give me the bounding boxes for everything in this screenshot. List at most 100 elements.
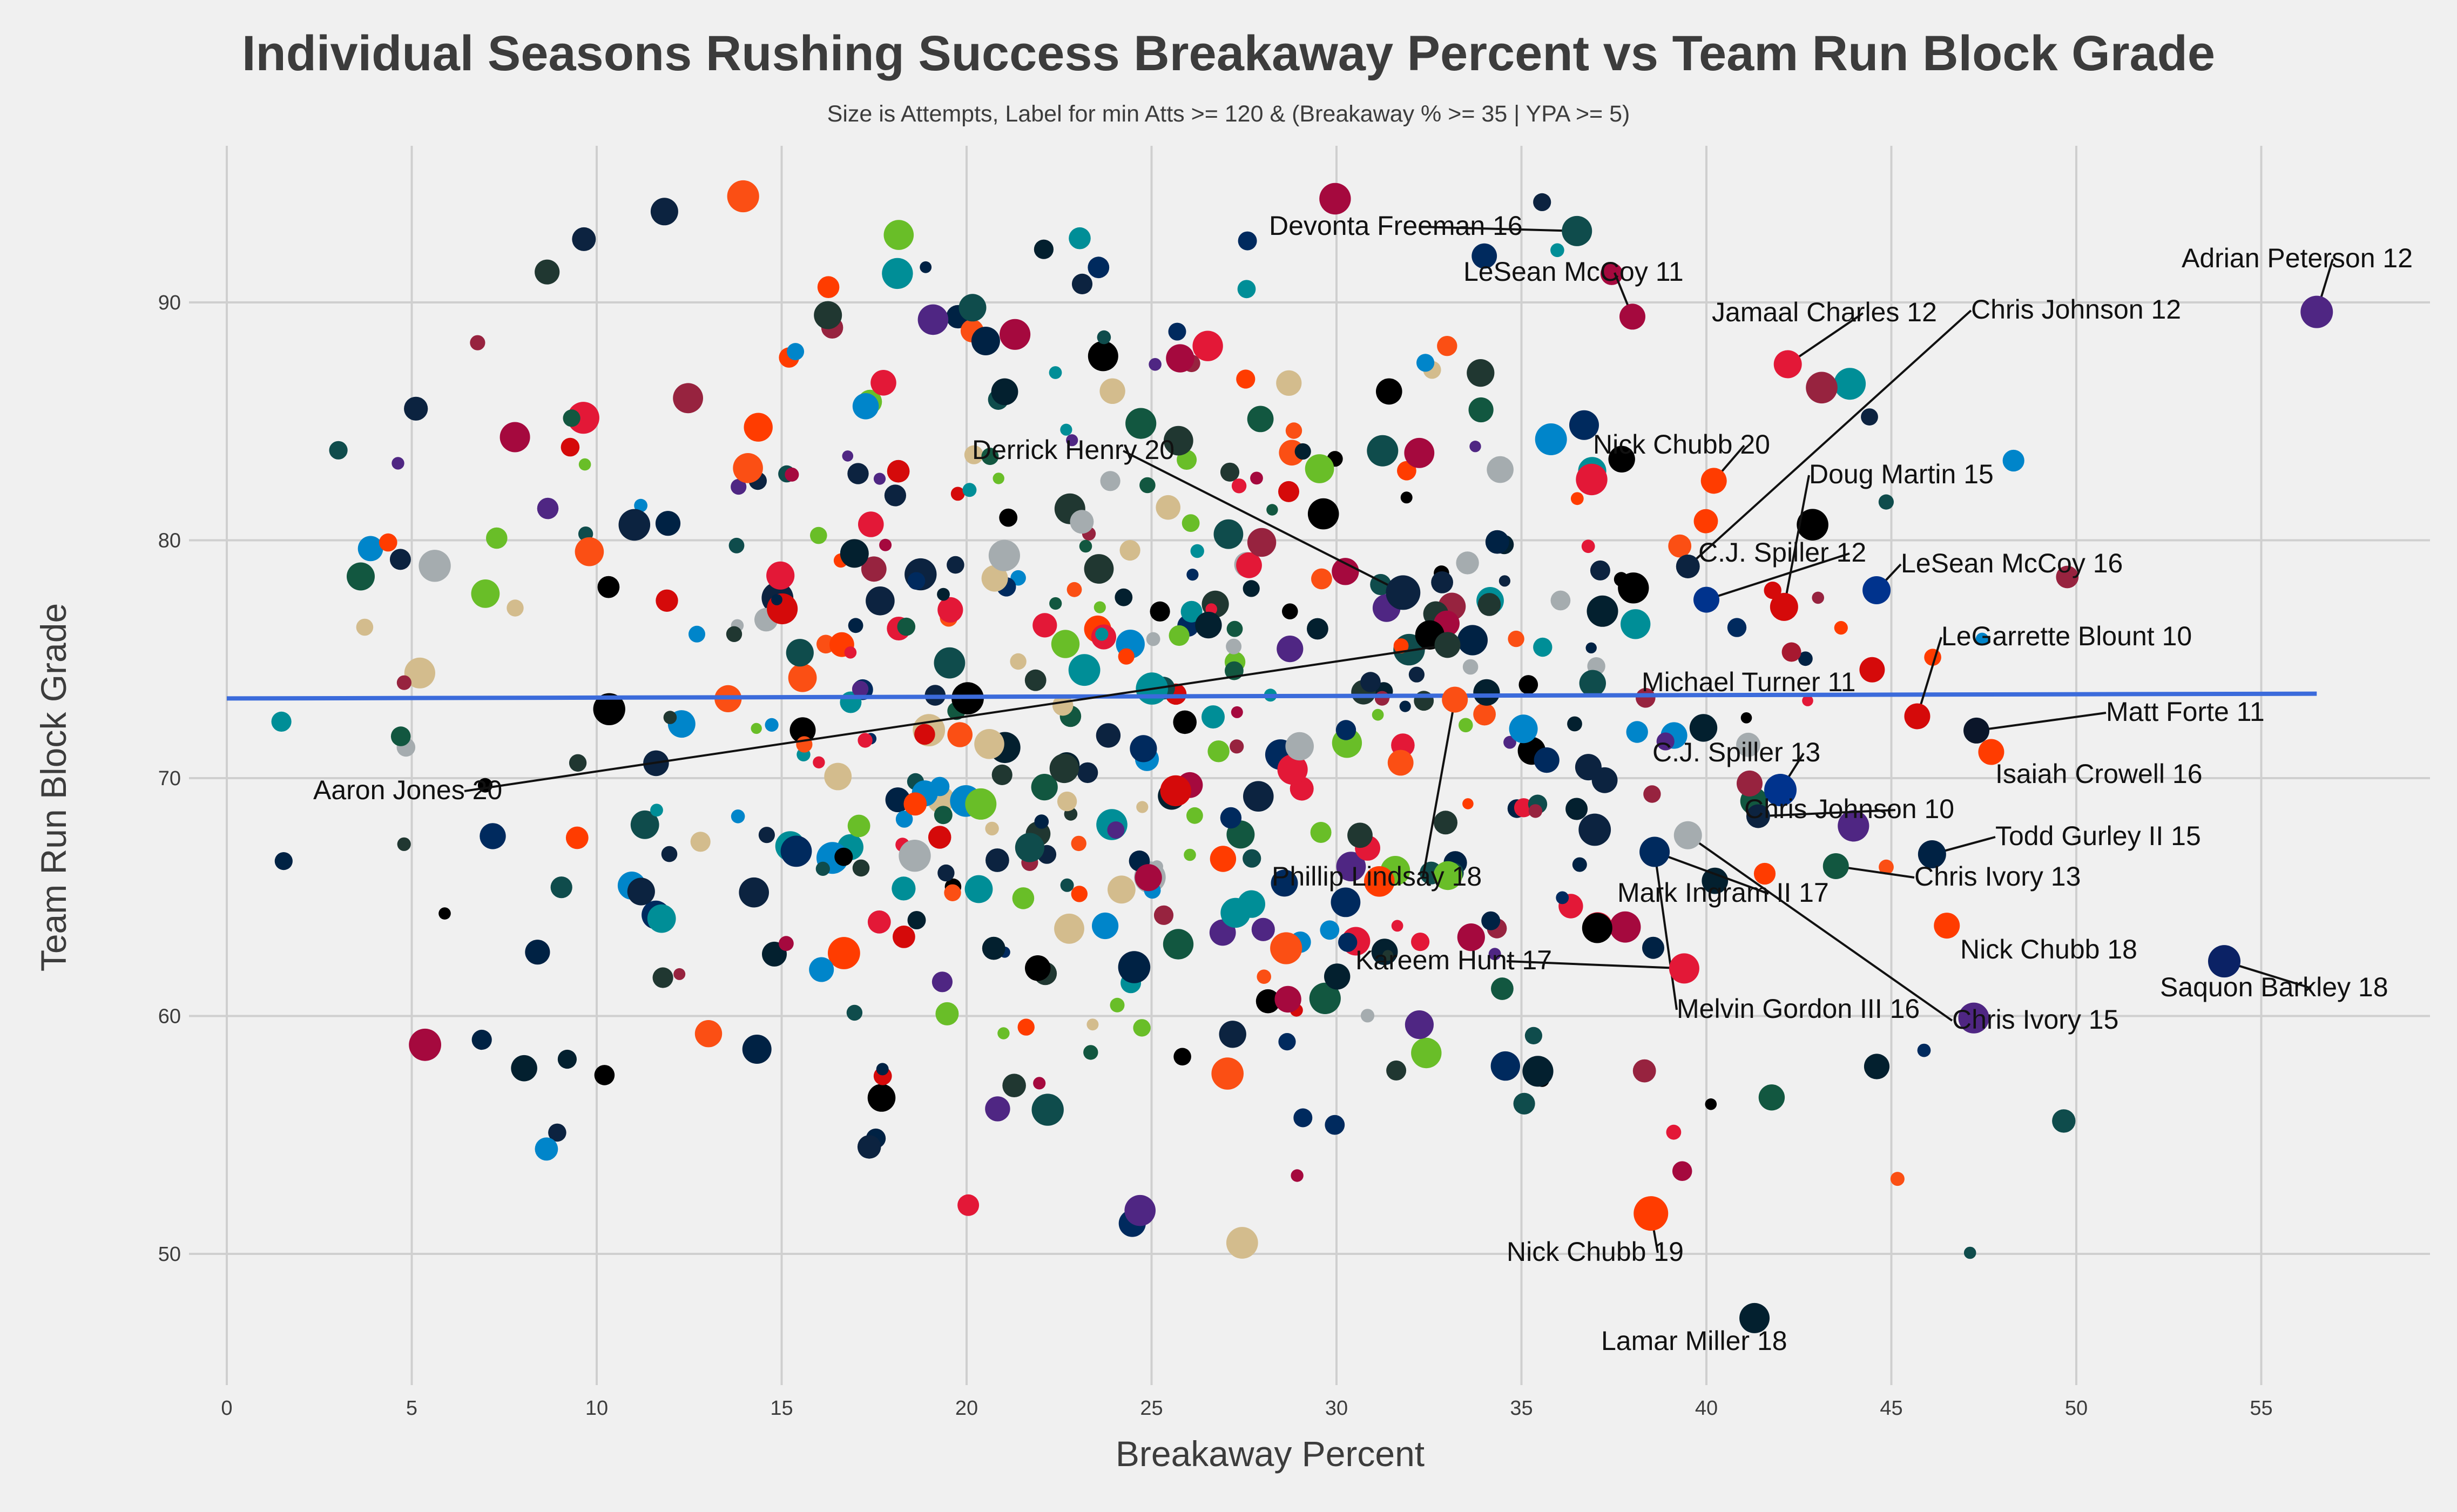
scatter-point	[1139, 477, 1156, 494]
scatter-point	[1570, 492, 1584, 505]
scatter-point	[1031, 1094, 1064, 1126]
point-label: Adrian Peterson 12	[2182, 243, 2413, 273]
scatter-point	[650, 804, 663, 817]
scatter-point	[1411, 1037, 1442, 1069]
scatter-point	[1271, 869, 1298, 897]
scatter-point	[1079, 539, 1092, 553]
point-label: LeSean McCoy 16	[1901, 548, 2123, 578]
scatter-point	[1034, 814, 1049, 829]
scatter-point	[1310, 822, 1332, 843]
scatter-point	[1049, 597, 1062, 610]
scatter-point	[1336, 852, 1366, 882]
scatter-point	[1119, 540, 1140, 561]
trend-line-group	[226, 691, 2317, 701]
labeled-point	[1746, 804, 1770, 828]
scatter-point	[1400, 491, 1413, 504]
scatter-point	[1582, 913, 1612, 943]
scatter-point	[1220, 897, 1251, 928]
scatter-point	[557, 1049, 577, 1069]
labeled-point	[1693, 586, 1719, 613]
scatter-point	[873, 473, 886, 485]
x-tick-label: 40	[1695, 1397, 1718, 1420]
scatter-point	[1393, 638, 1409, 653]
scatter-point	[597, 576, 620, 598]
scatter-point	[1705, 1098, 1717, 1110]
scatter-point	[1186, 807, 1203, 824]
y-tick-label: 50	[158, 1243, 181, 1266]
scatter-point	[907, 572, 926, 590]
scatter-point	[1656, 732, 1675, 751]
scatter-point	[858, 733, 873, 748]
scatter-point	[1231, 478, 1247, 494]
scatter-point	[920, 261, 932, 273]
scatter-point	[389, 549, 411, 570]
point-label: Kareem Hunt 17	[1355, 945, 1552, 975]
scatter-point	[1256, 989, 1280, 1014]
labeled-point	[1442, 686, 1468, 713]
leader-line	[1687, 834, 1953, 1022]
scatter-point	[1285, 732, 1314, 761]
scatter-point	[852, 393, 879, 420]
scatter-point	[985, 1096, 1010, 1122]
scatter-point	[1293, 1108, 1313, 1128]
scatter-point	[1404, 437, 1435, 468]
scatter-point	[1498, 575, 1510, 587]
labeled-point	[2300, 295, 2333, 328]
point-label: C.J. Spiller 12	[1698, 537, 1866, 568]
scatter-point	[985, 821, 999, 836]
scatter-point	[1374, 691, 1389, 706]
scatter-point	[1125, 408, 1157, 439]
scatter-point	[1372, 708, 1384, 721]
scatter-point	[1737, 770, 1763, 796]
scatter-point	[903, 792, 927, 816]
scatter-point	[1643, 785, 1661, 803]
scatter-point	[1618, 572, 1649, 604]
scatter-point	[932, 971, 953, 993]
scatter-point	[997, 1027, 1010, 1040]
scatter-point	[397, 837, 411, 851]
x-axis-title: Breakaway Percent	[1116, 1434, 1425, 1474]
scatter-point	[274, 852, 293, 870]
x-tick-label: 35	[1510, 1397, 1533, 1420]
scatter-point	[1487, 456, 1514, 483]
scatter-point	[858, 511, 884, 537]
scatter-point	[1569, 410, 1599, 440]
scatter-point	[1405, 1010, 1434, 1040]
scatter-point	[1276, 370, 1302, 396]
scatter-point	[1010, 653, 1027, 670]
scatter-point	[1282, 603, 1298, 619]
scatter-point	[1331, 887, 1361, 917]
scatter-point	[1879, 859, 1894, 875]
scatter-point	[1382, 950, 1394, 961]
scatter-point	[1693, 509, 1718, 534]
scatter-point	[986, 848, 1009, 872]
scatter-point	[470, 335, 485, 350]
scatter-point	[357, 536, 383, 562]
scatter-point	[981, 448, 999, 465]
scatter-point	[1168, 322, 1186, 341]
scatter-point	[1668, 534, 1692, 558]
x-tick-label: 10	[585, 1397, 608, 1420]
scatter-point	[1000, 319, 1031, 350]
scatter-point	[271, 711, 292, 732]
scatter-point	[392, 457, 404, 470]
scatter-point	[1399, 700, 1411, 712]
point-label: Chris Johnson 12	[1971, 294, 2181, 325]
scatter-point	[780, 835, 812, 867]
scatter-point	[779, 936, 794, 951]
scatter-point	[1587, 595, 1618, 627]
scatter-point	[694, 1020, 723, 1048]
scatter-point	[1173, 1048, 1191, 1066]
scatter-point	[1049, 753, 1079, 784]
scatter-point	[1146, 632, 1160, 646]
scatter-point	[840, 539, 869, 568]
scatter-point	[1411, 933, 1430, 951]
scatter-point	[786, 639, 814, 667]
scatter-point	[1294, 443, 1311, 460]
labeled-point	[1669, 953, 1699, 984]
scatter-point	[1226, 620, 1243, 637]
point-label: Phillip Lindsay 18	[1272, 861, 1482, 892]
x-tick-label: 5	[406, 1397, 417, 1420]
scatter-point	[1609, 911, 1641, 943]
